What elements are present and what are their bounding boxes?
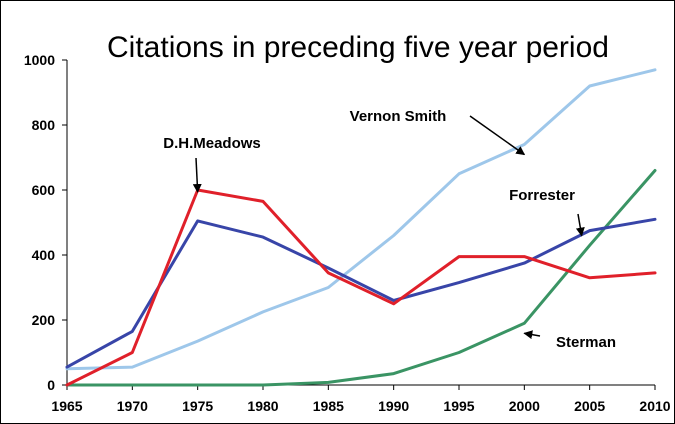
series-line-forrester <box>65 217 657 369</box>
y-tick-label: 400 <box>32 247 56 263</box>
annotation-vernon-smith: Vernon Smith <box>350 108 447 125</box>
y-tick-label: 800 <box>32 117 56 133</box>
x-tick-label: 2005 <box>574 398 605 414</box>
x-tick-label: 1995 <box>443 398 474 414</box>
x-tick-label: 1990 <box>378 398 409 414</box>
annotation-arrow-sterman <box>523 330 541 340</box>
y-tick-label: 1000 <box>24 52 55 68</box>
annotation-forrester: Forrester <box>509 187 575 204</box>
annotation-arrow-d-h-meadows <box>192 157 202 193</box>
chart-title: Citations in preceding five year period <box>107 31 609 64</box>
series-line-sterman <box>65 169 657 387</box>
x-tick-label: 1975 <box>182 398 213 414</box>
y-tick-label: 200 <box>32 312 56 328</box>
x-tick-label: 2010 <box>639 398 670 414</box>
y-tick-label: 0 <box>47 377 55 393</box>
x-tick-label: 1985 <box>313 398 344 414</box>
annotation-arrow-vernon-smith <box>469 115 526 156</box>
x-tick-label: 1970 <box>117 398 148 414</box>
plot-area: 0 200 400 600 800 1000 1965 1970 1975 1980 1985 199… <box>24 52 671 414</box>
series-line-d-h-meadows <box>65 188 657 387</box>
annotation-sterman: Sterman <box>556 334 616 351</box>
annotation-arrow-forrester <box>575 213 585 237</box>
x-tick-label: 1965 <box>51 398 82 414</box>
y-tick-label: 600 <box>32 182 56 198</box>
series-line-vernon-smith <box>65 68 657 371</box>
x-tick-label: 1980 <box>247 398 278 414</box>
annotation-d-h-meadows: D.H.Meadows <box>163 135 261 152</box>
x-tick-label: 2000 <box>509 398 540 414</box>
